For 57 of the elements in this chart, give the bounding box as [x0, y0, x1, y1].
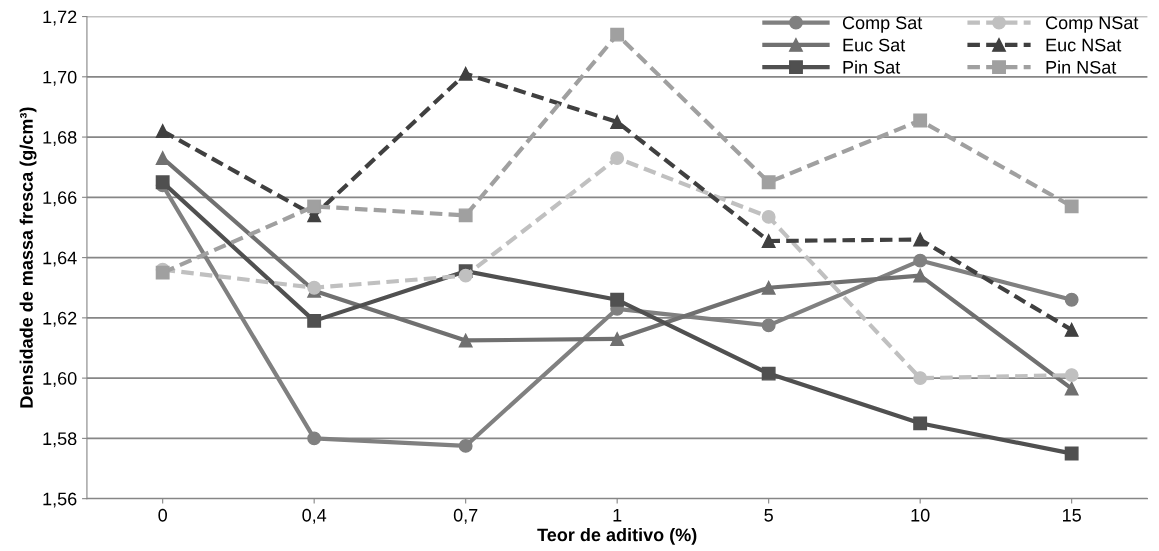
point	[913, 268, 928, 283]
point	[913, 416, 928, 431]
y-tick-label: 1,66	[43, 191, 77, 207]
point	[610, 151, 625, 166]
point	[458, 268, 473, 283]
point	[307, 431, 322, 446]
x-tick-label: 0,4	[302, 508, 327, 524]
y-tick-label: 1,56	[43, 492, 77, 508]
point	[610, 332, 625, 346]
point	[1064, 199, 1079, 214]
point	[761, 209, 776, 224]
legend-label: Euc Sat	[843, 38, 906, 52]
y-tick-label: 1,70	[43, 70, 77, 86]
x-tick-label: 5	[764, 509, 773, 522]
point	[1064, 292, 1079, 307]
point	[610, 292, 625, 307]
point	[913, 371, 928, 386]
y-tick-label: 1,64	[43, 251, 77, 267]
point	[913, 253, 928, 268]
legend-label: Euc NSat	[1046, 38, 1122, 52]
y-axis-title: Densidade de massa fresca (g/cm³)	[19, 107, 37, 408]
point	[761, 318, 776, 333]
point	[155, 124, 170, 138]
point	[761, 175, 776, 190]
x-axis-title: Teor de aditivo (%)	[537, 527, 697, 545]
legend-label: Pin Sat	[843, 60, 901, 74]
point	[1064, 381, 1079, 396]
point	[458, 333, 473, 348]
point	[458, 66, 473, 81]
y-tick-label: 1,62	[43, 311, 77, 327]
point	[1064, 446, 1079, 461]
x-tick-label: 0	[158, 508, 167, 522]
point	[307, 199, 322, 214]
point	[913, 232, 928, 247]
point	[761, 234, 776, 248]
point	[761, 280, 776, 295]
point	[913, 113, 928, 128]
point	[458, 438, 473, 453]
point	[458, 208, 473, 223]
point	[1064, 322, 1079, 337]
legend-label: Comp Sat	[842, 16, 923, 33]
y-tick-label: 1,60	[43, 372, 77, 387]
point	[307, 313, 322, 328]
legend-label: Pin NSat	[1046, 60, 1117, 74]
x-tick-label: 0,7	[453, 508, 478, 524]
point	[155, 151, 170, 166]
x-tick-label: 15	[1063, 509, 1081, 522]
legend-label: Comp NSat	[1045, 16, 1139, 33]
point	[1064, 368, 1079, 383]
x-tick-label: 1	[613, 509, 622, 522]
point	[610, 27, 625, 42]
point	[761, 366, 776, 381]
y-tick-label: 1,72	[43, 10, 77, 26]
y-tick-label: 1,58	[43, 432, 77, 448]
x-tick-label: 10	[911, 508, 930, 522]
y-tick-label: 1,68	[43, 131, 77, 146]
point	[610, 115, 625, 129]
